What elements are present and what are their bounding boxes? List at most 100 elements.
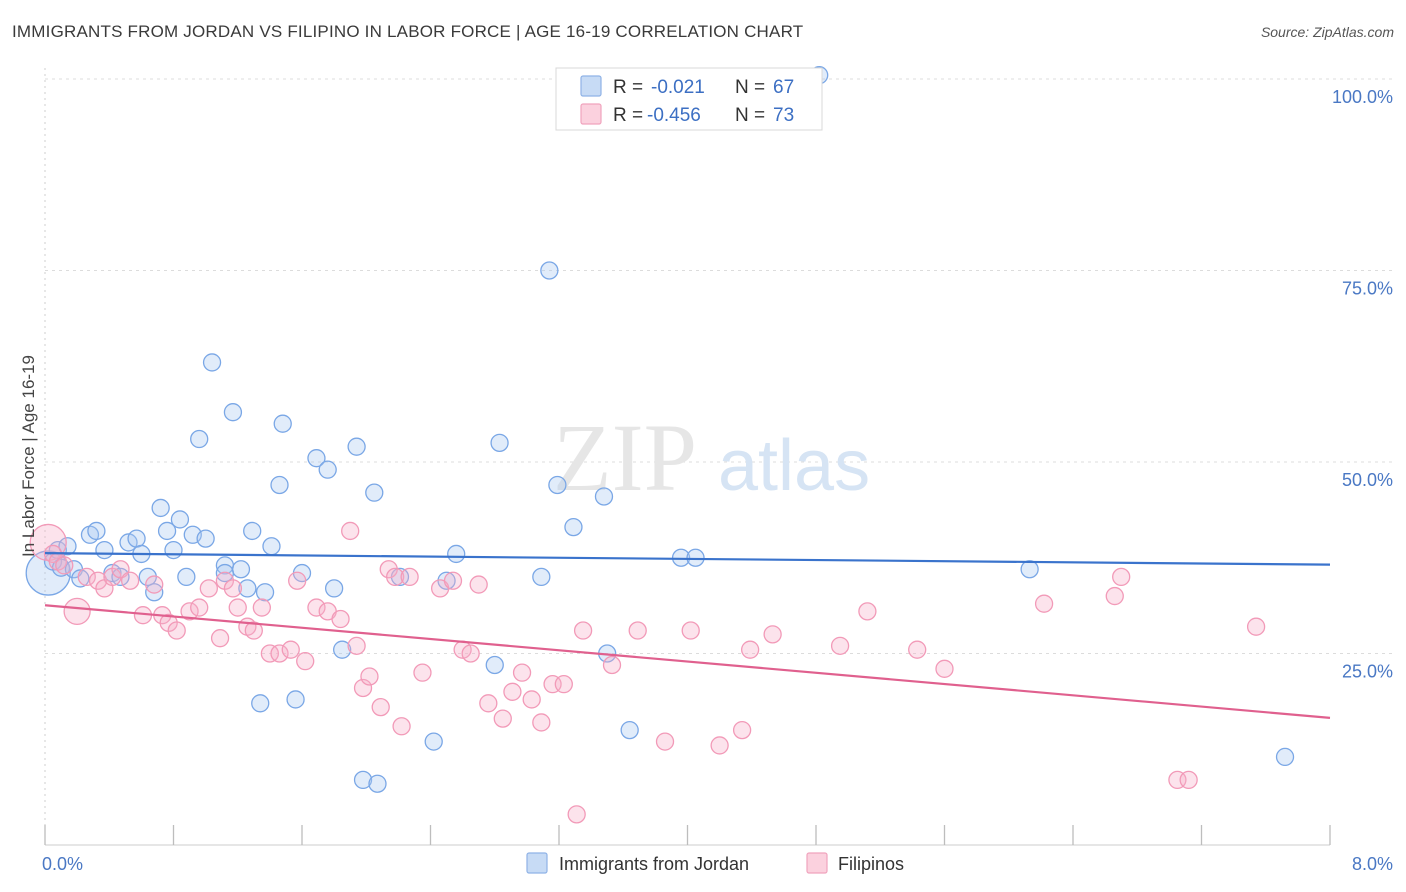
data-points	[25, 66, 1295, 824]
data-point	[461, 644, 480, 663]
bottom-legend-swatch-filipinos	[806, 852, 828, 874]
data-point	[95, 540, 114, 560]
data-point	[120, 571, 140, 590]
data-point	[333, 640, 352, 659]
data-point	[87, 521, 106, 541]
watermark: ZIP atlas	[553, 404, 870, 511]
bottom-legend-filipinos: Filipinos	[838, 854, 904, 874]
data-point	[244, 621, 263, 640]
data-point	[479, 694, 498, 713]
series-filipinos	[29, 521, 1266, 824]
data-point	[281, 640, 300, 659]
data-point	[443, 571, 463, 590]
data-point	[908, 640, 927, 659]
data-point	[347, 636, 366, 655]
series-legend: Immigrants from Jordan Filipinos	[526, 852, 904, 874]
data-point	[1246, 617, 1266, 636]
data-point	[554, 674, 573, 694]
data-point	[1105, 586, 1124, 606]
data-point	[353, 770, 373, 790]
x-tick-label-max: 8.0%	[1352, 854, 1393, 874]
y-tick-label: 75.0%	[1342, 279, 1393, 299]
data-point	[532, 713, 551, 732]
data-point	[145, 583, 164, 602]
source-credit: Source: ZipAtlas.com	[1260, 24, 1394, 40]
data-point	[202, 353, 222, 372]
data-point	[485, 655, 504, 675]
data-point	[522, 690, 541, 709]
data-point	[935, 659, 954, 678]
data-point	[270, 475, 289, 495]
data-point	[392, 717, 411, 736]
data-point	[190, 598, 209, 617]
data-point	[71, 569, 90, 588]
data-point	[532, 567, 551, 587]
data-point	[1034, 594, 1054, 613]
data-point	[210, 629, 230, 648]
data-point	[243, 521, 262, 541]
data-point	[307, 449, 326, 468]
data-point	[424, 732, 443, 751]
data-point	[732, 720, 752, 740]
trend-lines	[44, 552, 1331, 719]
data-point	[190, 429, 209, 449]
data-point	[564, 517, 583, 537]
data-point	[763, 625, 782, 644]
y-tick-label: 50.0%	[1342, 470, 1393, 490]
watermark-zip: ZIP	[553, 404, 697, 511]
data-point	[620, 720, 639, 740]
data-point	[145, 575, 164, 594]
legend-r-value-2: -0.456	[647, 105, 701, 126]
data-point	[360, 667, 379, 686]
trend-line-filipinos	[44, 604, 1331, 719]
legend-n-label-2: N =	[735, 105, 765, 126]
data-point	[548, 475, 567, 495]
legend-r-label-1: R =	[613, 77, 643, 98]
data-point	[1112, 567, 1131, 587]
legend-n-value-1: 67	[773, 77, 794, 98]
data-point	[368, 774, 387, 793]
data-point	[167, 621, 186, 640]
data-point	[686, 548, 705, 567]
data-point	[594, 487, 614, 506]
data-point	[830, 636, 850, 655]
series-jordan	[25, 66, 1295, 793]
data-point	[231, 560, 251, 579]
bottom-legend-swatch-jordan	[526, 852, 548, 874]
data-point	[740, 640, 760, 659]
data-point	[288, 571, 307, 590]
data-point	[710, 736, 729, 755]
data-point	[262, 537, 281, 556]
data-point	[1179, 770, 1198, 790]
data-point	[567, 805, 586, 824]
data-point	[252, 598, 271, 617]
data-point	[180, 602, 199, 621]
data-point	[512, 663, 532, 682]
legend-n-value-2: 73	[773, 105, 794, 126]
data-point	[413, 663, 432, 682]
data-point	[77, 567, 96, 587]
data-point	[540, 261, 559, 280]
data-point	[469, 575, 488, 594]
data-point	[490, 433, 509, 453]
y-tick-labels: 25.0% 50.0% 75.0% 100.0%	[1332, 87, 1393, 682]
legend-r-label-2: R =	[613, 105, 643, 126]
chart-title: IMMIGRANTS FROM JORDAN VS FILIPINO IN LA…	[12, 22, 804, 41]
legend-n-label-1: N =	[735, 77, 765, 98]
data-point	[347, 437, 366, 456]
y-tick-label: 100.0%	[1332, 87, 1393, 107]
bottom-legend-jordan: Immigrants from Jordan	[559, 854, 749, 874]
data-point	[681, 621, 700, 640]
data-point	[628, 621, 647, 640]
data-point	[151, 498, 170, 518]
data-point	[655, 732, 675, 751]
legend-swatch-filipinos	[580, 103, 602, 125]
data-point	[170, 510, 190, 529]
stats-legend: R = -0.021 N = 67 R = -0.456 N = 73	[555, 67, 823, 131]
data-point	[493, 709, 512, 728]
data-point	[447, 544, 466, 564]
data-point	[228, 598, 247, 617]
data-point	[127, 529, 146, 548]
data-point	[602, 655, 622, 675]
